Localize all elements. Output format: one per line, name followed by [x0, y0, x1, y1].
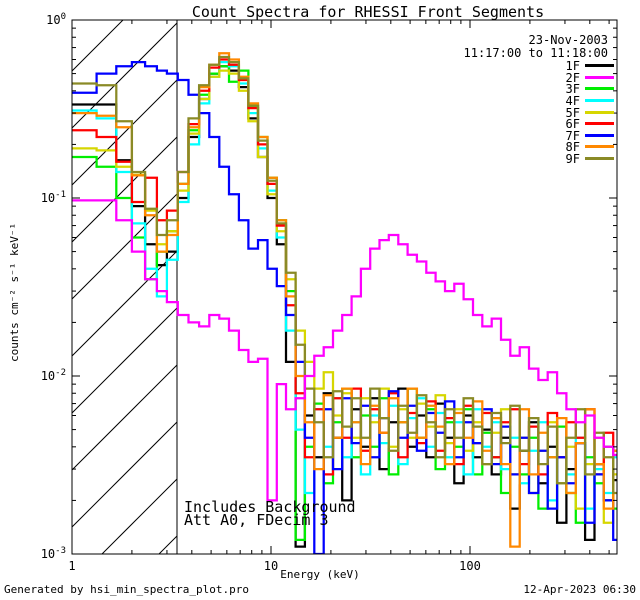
page-title: Count Spectra for RHESSI Front Segments — [191, 3, 545, 21]
legend-item-5F: 5F — [0, 105, 640, 120]
legend-label: 1F — [565, 59, 580, 73]
legend-item-4F: 4F — [0, 93, 640, 108]
legend-item-6F: 6F — [0, 117, 640, 132]
hatched-region — [72, 0, 178, 554]
legend-item-7F: 7F — [0, 128, 640, 143]
legend-color-line — [585, 122, 614, 126]
axis-ticks — [71, 19, 617, 555]
hatch-line — [72, 20, 124, 72]
legend-label: 3F — [565, 82, 580, 97]
plot-frame — [71, 19, 618, 555]
legend-label: 6F — [565, 117, 580, 132]
hatch-line — [101, 478, 178, 554]
legend-label: 7F — [565, 128, 580, 143]
annotation-includes-background: Includes Background — [184, 498, 356, 516]
footer-render-datetime: 12-Apr-2023 06:30 — [523, 583, 636, 596]
legend-color-line — [585, 145, 614, 149]
legend-label: 9F — [565, 152, 580, 167]
spectra-series — [72, 52, 617, 554]
observation-time-range: 11:17:00 to 11:18:00 — [463, 46, 609, 60]
hatch-line — [72, 79, 178, 186]
legend-item-1F: 1F — [0, 59, 640, 73]
hatch-line — [72, 364, 178, 471]
x-tick-label: 100 — [459, 559, 481, 573]
legend-color-line — [585, 87, 614, 91]
legend-color-line — [585, 64, 614, 67]
legend-color-line — [585, 98, 614, 102]
legend-label: 5F — [565, 105, 580, 120]
x-axis-label: Energy (keV) — [280, 568, 360, 581]
footer-generator-text: Generated by hsi_min_spectra_plot.pro — [4, 583, 250, 596]
y-tick-label: 10-1 — [40, 190, 66, 205]
legend-color-line — [585, 133, 614, 137]
y-axis-label: counts cm⁻² s⁻¹ keV⁻¹ — [8, 222, 21, 362]
hatch-line — [72, 421, 178, 528]
legend-item-3F: 3F — [0, 82, 640, 97]
legend-label: 2F — [565, 70, 580, 85]
hatch-line — [72, 307, 178, 414]
hatch-line — [72, 0, 177, 14]
legend-color-line — [585, 110, 614, 114]
observation-date: 23-Nov-2003 — [528, 33, 608, 47]
hatch-line — [72, 136, 178, 243]
legend-label: 4F — [565, 93, 580, 108]
legend-item-8F: 8F — [0, 140, 640, 155]
y-tick-label: 100 — [46, 12, 66, 27]
hatch-line — [72, 250, 178, 357]
legend-label: 8F — [565, 140, 580, 155]
legend-item-9F: 9F — [0, 152, 640, 167]
series-9F — [72, 55, 617, 495]
hatch-line — [72, 193, 178, 300]
x-tick-label: 1 — [68, 559, 76, 573]
legend-color-line — [585, 75, 614, 79]
legend-color-line — [585, 157, 614, 161]
series-2F — [72, 199, 617, 502]
x-tick-label: 10 — [263, 559, 279, 573]
y-tick-label: 10-2 — [40, 368, 66, 383]
annotation-attenuator-state: Att A0, FDecim 3 — [184, 511, 329, 529]
y-tick-label: 10-3 — [40, 546, 66, 561]
legend-item-2F: 2F — [0, 70, 640, 85]
